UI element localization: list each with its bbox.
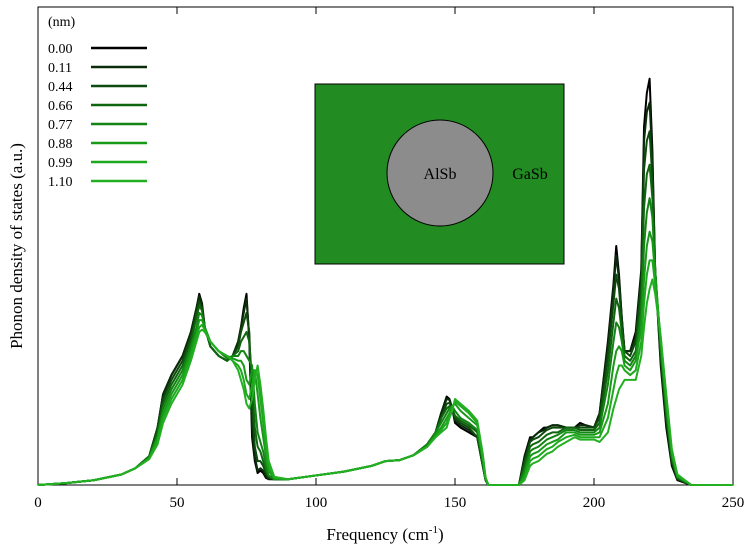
x-tick-label: 150 [444,495,467,511]
inset-shell-label: GaSb [512,166,548,183]
legend-label-0.44: 0.44 [48,80,73,95]
x-tick-label: 0 [34,495,42,511]
legend-label-0.77: 0.77 [48,118,73,133]
legend-label-0.11: 0.11 [48,61,72,76]
inset-schematic: AlSb GaSb [314,83,565,265]
series-line-0.99 [37,259,733,486]
y-axis-title: Phonon density of states (a.u.) [7,143,26,349]
x-tick-label: 200 [583,495,606,511]
legend-items: 0.00 0.11 0.44 0.66 0.77 0.88 0.99 1.10 [48,42,147,190]
inset-core-circle [386,119,494,227]
x-axis-title: Frequency (cm-1) [326,524,443,544]
legend-label-1.10: 1.10 [48,175,73,190]
legend-label-0.88: 0.88 [48,137,73,152]
inset-core-label: AlSb [424,166,457,183]
plot-frame [37,6,734,486]
legend-label-0.66: 0.66 [48,99,73,114]
x-tick-group: 0 50 100 150 200 250 [34,7,744,511]
x-axis-title-sup: -1 [429,524,438,536]
legend-label-0.99: 0.99 [48,156,73,171]
legend: (nm) 0.00 0.11 0.44 0.66 0.77 0.88 0.99 1.10 [48,15,147,190]
series-lines [37,77,733,486]
series-line-1.10 [37,278,733,486]
legend-label-0.00: 0.00 [48,42,73,57]
legend-title: (nm) [48,15,76,30]
x-tick-label: 250 [722,495,745,511]
series-line-0.66 [37,163,733,486]
x-tick-label: 100 [305,495,328,511]
x-axis-title-main: Frequency (cm [326,525,428,544]
x-axis-title-suffix: ) [438,525,444,544]
x-tick-label: 50 [170,495,185,511]
